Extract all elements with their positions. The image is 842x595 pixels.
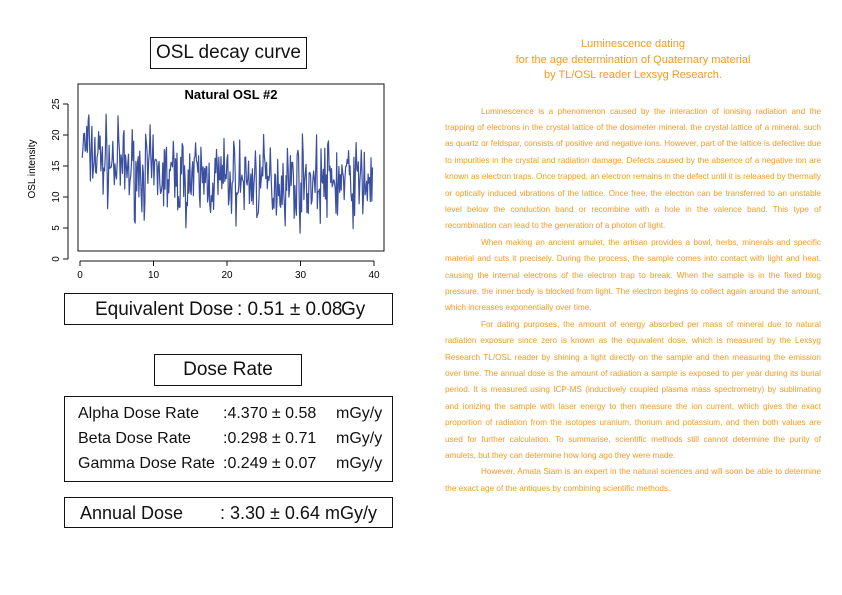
alpha-dose-rate-label: Alpha Dose Rate	[78, 405, 199, 422]
article-title-line: by TL/OSL reader Lexsyg Research.	[544, 69, 722, 81]
beta-dose-rate-label: Beta Dose Rate	[78, 430, 191, 447]
x-tick-label: 10	[148, 270, 160, 281]
alpha-dose-rate-unit: mGy/y	[336, 405, 383, 422]
y-tick-label: 25	[51, 98, 62, 110]
article-title-line: Luminescence dating	[581, 38, 685, 50]
chart-title: Natural OSL #2	[185, 87, 278, 102]
article-paragraph: When making an ancient amulet, the artis…	[445, 237, 821, 313]
dose-rate-title: Dose Rate	[154, 354, 302, 386]
osl-decay-curve-title: OSL decay curve	[150, 37, 307, 69]
x-tick-label: 30	[295, 270, 307, 281]
x-tick-label: 0	[77, 270, 83, 281]
article-title: Luminescence dating for the age determin…	[445, 37, 821, 84]
article-paragraph: Luminescence is a phenomenon caused by t…	[445, 106, 821, 231]
dose-rate-title-text: Dose Rate	[183, 359, 273, 380]
article-title-line: for the age determination of Quaternary …	[515, 53, 751, 66]
equivalent-dose-label: Equivalent Dose	[95, 299, 234, 320]
x-tick-label: 20	[221, 270, 233, 281]
y-tick-label: 20	[51, 129, 62, 141]
gamma-dose-rate-unit: mGy/y	[336, 455, 383, 472]
x-tick-label: 40	[368, 270, 380, 281]
y-axis-label: OSL intensity	[27, 139, 38, 198]
annual-dose-value: : 3.30 ± 0.64 mGy/y	[220, 503, 377, 523]
dose-rates-box: Alpha Dose Rate :4.370 ± 0.58 mGy/y Beta…	[64, 396, 393, 482]
equivalent-dose-unit: Gy	[341, 299, 366, 320]
y-tick-label: 15	[51, 160, 62, 172]
osl-chart: Natural OSL #2 OSL intensity 0 10 20 30 40 0 5…	[14, 78, 390, 300]
annual-dose-label: Annual Dose	[80, 503, 184, 523]
equivalent-dose-value: : 0.51 ± 0.08	[237, 299, 343, 320]
article-column: Luminescence dating for the age determin…	[445, 37, 821, 497]
osl-series-line	[81, 113, 374, 234]
article-paragraph: However, Amata Siam is an expert in the …	[445, 467, 821, 493]
beta-dose-rate-unit: mGy/y	[336, 430, 383, 447]
y-tick-label: 0	[51, 256, 62, 262]
article-paragraph: For dating purposes, the amount of energ…	[445, 319, 821, 461]
gamma-dose-rate-label: Gamma Dose Rate	[78, 455, 215, 472]
y-tick-label: 10	[51, 191, 62, 203]
y-tick-label: 5	[51, 225, 62, 231]
annual-dose-box: Annual Dose : 3.30 ± 0.64 mGy/y	[64, 497, 393, 528]
osl-chart-svg: Natural OSL #2 OSL intensity 0 10 20 30 40 0 5…	[27, 83, 385, 281]
gamma-dose-rate-value: :0.249 ± 0.07	[223, 455, 317, 472]
equivalent-dose-box: Equivalent Dose : 0.51 ± 0.08 Gy	[64, 293, 393, 325]
chart-axes: 0 10 20 30 40 0 5 10 15 20 25	[51, 98, 380, 281]
alpha-dose-rate-value: :4.370 ± 0.58	[223, 405, 317, 422]
beta-dose-rate-value: :0.298 ± 0.71	[223, 430, 317, 447]
osl-decay-curve-title-text: OSL decay curve	[155, 42, 302, 63]
